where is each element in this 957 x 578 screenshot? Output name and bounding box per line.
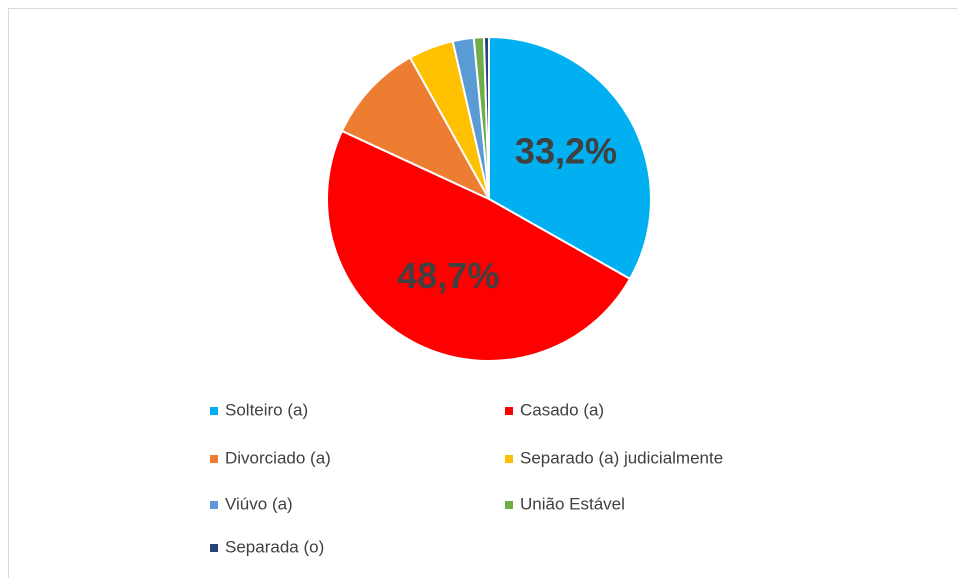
pie-slice [488,35,652,281]
data-label: 48,7% [397,255,499,296]
legend-label: Separada (o) [225,537,324,556]
data-label: 33,2% [515,131,617,172]
legend-label: Solteiro (a) [225,400,308,419]
legend-label: Casado (a) [520,400,604,419]
legend-label: Separado (a) judicialmente [520,448,723,467]
legend-label: Viúvo (a) [225,494,293,513]
pie-slice [340,56,492,202]
legend-swatch [505,407,513,415]
legend-label: União Estável [520,494,625,513]
pie-slice [482,35,490,200]
legend-swatch [505,501,513,509]
legend-swatch [210,407,218,415]
pie-slice [326,129,632,362]
legend-swatch [505,455,513,463]
legend-swatch [210,544,218,552]
legend-swatch [210,455,218,463]
legend-swatch [210,501,218,509]
legend-label: Divorciado (a) [225,448,331,467]
